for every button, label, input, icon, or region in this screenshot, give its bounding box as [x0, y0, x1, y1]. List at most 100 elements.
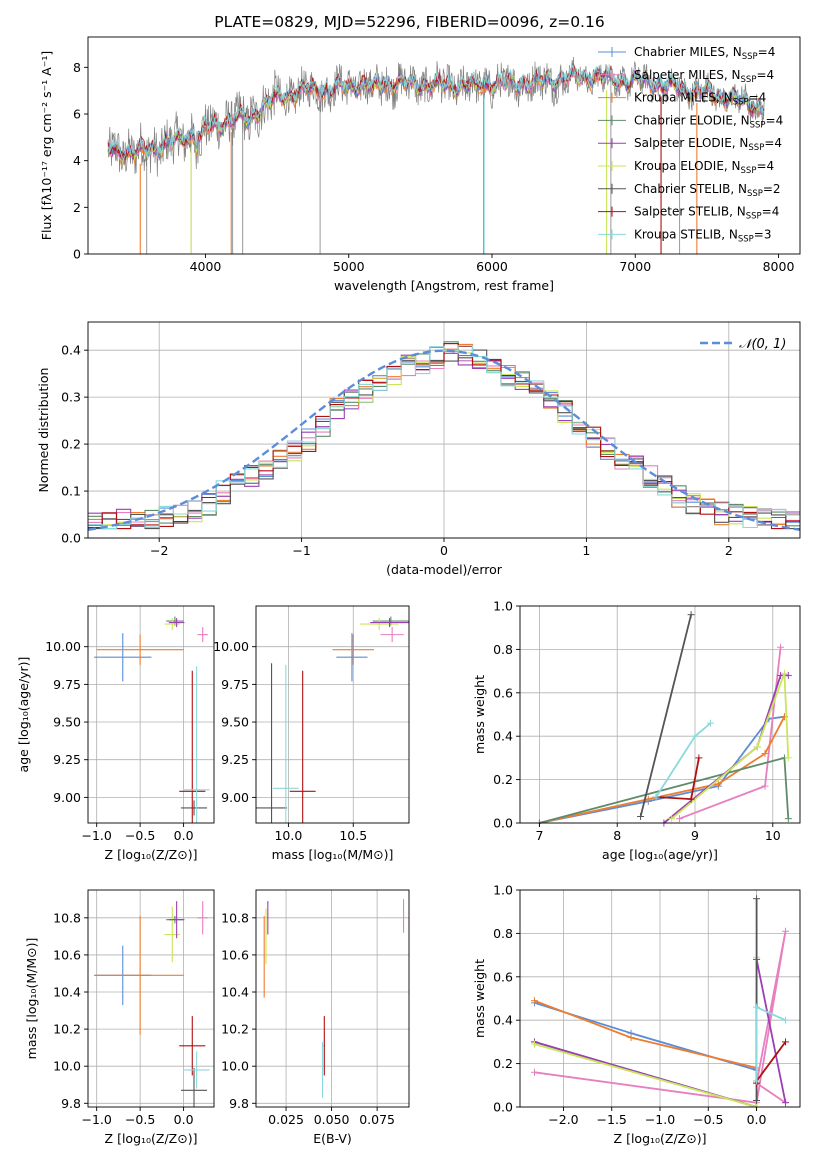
- x-tick-label: −1.0: [82, 828, 112, 843]
- age-vs-mass-points: [256, 616, 409, 823]
- legend-label: Kroupa ELODIE, NSSP=4: [634, 159, 774, 176]
- y-tick-label: 9.50: [53, 715, 81, 730]
- x-tick-label: −0.5: [125, 828, 155, 843]
- y-tick-label: 0.2: [493, 772, 513, 787]
- x-tick-label: 0.025: [268, 1112, 304, 1127]
- spectrum-model-line: [107, 63, 765, 161]
- weight-line: [639, 614, 692, 817]
- y-tick-label: 0.3: [61, 390, 81, 405]
- y-tick-label: 1.0: [493, 599, 513, 614]
- y-tick-label: 9.25: [221, 752, 249, 767]
- normal-curve: [88, 349, 800, 531]
- y-tick-label: 0.1: [61, 484, 81, 499]
- legend-label: Kroupa MILES, NSSP=4: [634, 91, 766, 108]
- x-tick-label: −0.5: [693, 1112, 723, 1127]
- axes-mass-vs-Z: −1.0 −0.5 0.0 9.8 10.0 10.2 10.4 10.6 10.8 Z [log…: [24, 889, 215, 1146]
- weight-line: [671, 672, 790, 820]
- y-tick-label: 6: [73, 107, 81, 122]
- y-tick-label: 0.4: [493, 729, 513, 744]
- axes-frame: [255, 889, 410, 1108]
- y-tick-label: 2: [73, 200, 81, 215]
- weight-line: [534, 959, 758, 1109]
- y-axis-label: mass weight: [472, 959, 487, 1038]
- y-tick-label: 9.8: [61, 1096, 81, 1111]
- y-tick-label: 0: [73, 247, 81, 262]
- x-tick-label: 10.0: [274, 828, 302, 843]
- legend-label: 𝒩(0, 1): [739, 337, 786, 352]
- x-axis-label: mass [log₁₀(M/M⊙)]: [272, 847, 394, 862]
- x-axis-label: (data-model)/error: [386, 562, 503, 577]
- y-tick-label: 10.4: [221, 985, 249, 1000]
- y-tick-label: 0.2: [493, 1056, 513, 1071]
- spectrum-lines: [107, 56, 765, 254]
- y-axis-label: Normed distribution: [36, 368, 51, 493]
- y-tick-label: 1.0: [493, 883, 513, 898]
- legend-label: Salpeter STELIB, NSSP=4: [634, 205, 779, 222]
- y-tick-label: 4: [73, 153, 81, 168]
- y-tick-label: 0.8: [493, 926, 513, 941]
- x-tick-label: 0.0: [174, 828, 194, 843]
- y-axis-label: Flux [fλ10⁻¹⁷ erg cm⁻² s⁻¹ A⁻¹]: [39, 51, 54, 240]
- y-tick-label: 0.0: [493, 816, 513, 831]
- figure-title-text: PLATE=0829, MJD=52296, FIBERID=0096, z=0…: [214, 13, 605, 31]
- y-tick-label: 0.6: [493, 685, 513, 700]
- x-axis-label: Z [log₁₀(Z/Z⊙)]: [614, 1131, 707, 1146]
- legend-label: Chabrier MILES, NSSP=4: [634, 45, 775, 62]
- axes-age-vs-mass: 10.0 10.5 9.00 9.25 9.50 9.75 10.00 mass [log₁₀…: [213, 605, 410, 862]
- legend-label: Salpeter ELODIE, NSSP=4: [634, 136, 782, 153]
- legend-label: Salpeter MILES, NSSP=4: [634, 68, 774, 85]
- x-tick-label: 7: [535, 828, 543, 843]
- y-tick-label: 10.2: [53, 1022, 81, 1037]
- axes-residuals: −2 −1 0 1 2 0.0 0.1 0.2 0.3 0.4 (data-model)/error…: [36, 321, 801, 577]
- x-axis-label: Z [log₁₀(Z/Z⊙)]: [105, 847, 198, 862]
- weight-line: [534, 957, 758, 1109]
- x-tick-label: 5000: [333, 259, 365, 274]
- x-axis-label: Z [log₁₀(Z/Z⊙)]: [105, 1131, 198, 1146]
- mass-vs-EBV-points: [263, 899, 405, 1098]
- x-tick-label: −2: [150, 543, 168, 558]
- spectrum-legend: Chabrier MILES, NSSP=4 Salpeter MILES, NS…: [598, 45, 783, 244]
- x-axis-label: age [log₁₀(age/yr)]: [602, 847, 718, 862]
- legend-label: Chabrier STELIB, NSSP=2: [634, 182, 781, 199]
- y-tick-label: 10.0: [53, 1059, 81, 1074]
- age-vs-Z-points: [94, 616, 210, 823]
- axes-mass-vs-EBV: 0.025 0.050 0.075 9.8 10.0 10.2 10.4 10.6 10.8 E(…: [221, 889, 410, 1146]
- mass-vs-Z-points: [94, 901, 210, 1107]
- y-tick-label: 10.4: [53, 985, 81, 1000]
- axes-frame: [87, 36, 801, 255]
- y-tick-label: 9.50: [221, 715, 249, 730]
- x-tick-label: 0: [440, 543, 448, 558]
- x-tick-label: −1: [292, 543, 310, 558]
- y-tick-label: 10.0: [221, 1059, 249, 1074]
- y-tick-label: 10.8: [53, 910, 81, 925]
- y-axis-label: age [log₁₀(age/yr)]: [16, 657, 31, 773]
- residual-histogram-line: [88, 345, 800, 530]
- y-tick-label: 10.00: [213, 639, 249, 654]
- x-tick-label: 8: [613, 828, 621, 843]
- x-axis-label: E(B-V): [313, 1131, 352, 1146]
- y-tick-label: 0.6: [493, 969, 513, 984]
- y-tick-label: 9.8: [229, 1096, 249, 1111]
- x-axis-label: wavelength [Angstrom, rest frame]: [334, 278, 554, 293]
- y-axis-label: mass weight: [472, 675, 487, 754]
- x-tick-label: 7000: [619, 259, 651, 274]
- x-tick-label: 10.5: [339, 828, 367, 843]
- y-tick-label: 9.75: [221, 677, 249, 692]
- legend-label: Kroupa STELIB, NSSP=3: [634, 227, 772, 244]
- x-tick-label: 1: [582, 543, 590, 558]
- weight-line: [655, 722, 712, 798]
- y-tick-label: 9.25: [53, 752, 81, 767]
- x-tick-label: −1.0: [82, 1112, 112, 1127]
- y-tick-label: 9.75: [53, 677, 81, 692]
- y-tick-label: 8: [73, 60, 81, 75]
- y-tick-label: 0.4: [61, 343, 81, 358]
- axes-frame: [255, 605, 410, 824]
- y-tick-label: 9.00: [221, 790, 249, 805]
- y-tick-label: 10.2: [221, 1022, 249, 1037]
- x-tick-label: 9: [691, 828, 699, 843]
- x-tick-label: 2: [725, 543, 733, 558]
- axes-frame: [87, 889, 215, 1108]
- y-tick-label: 0.0: [61, 531, 81, 546]
- x-tick-label: 8000: [763, 259, 795, 274]
